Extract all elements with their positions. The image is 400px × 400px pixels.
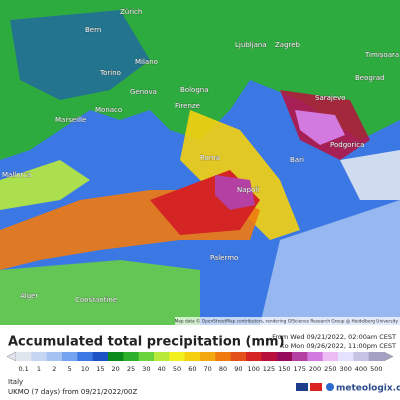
legend-title: Accumulated total precipitation (mm) <box>8 335 285 350</box>
city-label: Bari <box>290 156 304 164</box>
attribution: Map data © OpenStreetMap contributors, r… <box>175 318 399 325</box>
colorbar-swatch <box>230 352 247 361</box>
colorbar-label: 10 <box>81 365 89 373</box>
city-label: Bologna <box>180 86 208 94</box>
colorbar-swatch <box>154 352 170 361</box>
city-label: Firenze <box>175 102 200 110</box>
city-label: Marseille <box>55 116 86 124</box>
colorbar-label: 30 <box>142 365 150 373</box>
balkan-peak <box>295 110 345 145</box>
legend: Accumulated total precipitation (mm) Fro… <box>6 333 400 396</box>
colorbar-label: 90 <box>234 365 242 373</box>
west-rain <box>0 160 90 210</box>
city-labels: Zürich Bern Ljubljana Zagreb Beograd Tim… <box>2 8 400 304</box>
colorbar-swatch <box>322 352 339 361</box>
precipitation-map: Zürich Bern Ljubljana Zagreb Beograd Tim… <box>0 0 400 325</box>
ionian-light <box>260 200 400 325</box>
city-label: Zürich <box>120 8 142 16</box>
brand-logo <box>326 383 334 391</box>
colorbar-swatch <box>123 352 139 361</box>
flag-uk[interactable] <box>296 383 308 391</box>
city-label: Sarajevo <box>315 94 346 102</box>
period-from: From Wed 09/21/2022, 02:00am CEST <box>272 333 396 341</box>
colorbar-arrow-left <box>6 351 17 362</box>
city-label: Roma <box>200 154 220 162</box>
colorbar-swatch <box>169 352 185 361</box>
colorbar-swatch <box>261 352 277 361</box>
city-label: Mallorca <box>2 171 31 179</box>
colorbar-swatch <box>46 352 63 361</box>
colorbar-label: 300 <box>339 365 351 373</box>
rain-peak <box>215 175 255 210</box>
period-to: to Mon 09/26/2022, 11:00pm CEST <box>282 342 396 350</box>
colorbar-label: 2 <box>52 365 56 373</box>
colorbar-swatch <box>138 352 155 361</box>
colorbar-swatch <box>292 352 308 361</box>
model: UKMO (7 days) from 09/21/2022/00Z <box>8 388 138 396</box>
brand: meteologix.com <box>336 384 400 394</box>
colorbar-swatch <box>307 352 323 361</box>
colorbar-label: 20 <box>112 365 120 373</box>
africa-rain <box>0 260 200 325</box>
city-label: Constantine <box>75 296 117 304</box>
colorbar-label: 500 <box>370 365 382 373</box>
colorbar-label: 250 <box>324 365 336 373</box>
city-label: Timișoara <box>364 51 399 59</box>
colorbar-swatch <box>77 352 93 361</box>
colorbar-swatch <box>108 352 124 361</box>
colorbar-arrow-right <box>383 351 394 362</box>
colorbar-label: 5 <box>68 365 72 373</box>
city-label: Ljubljana <box>235 41 267 49</box>
colorbar-label: 100 <box>247 365 259 373</box>
colorbar-swatch <box>215 352 231 361</box>
colorbar-swatch <box>92 352 109 361</box>
colorbar-label: 125 <box>263 365 275 373</box>
colorbar-label: 1 <box>37 365 41 373</box>
colorbar-label: 40 <box>158 365 166 373</box>
colorbar-swatch <box>200 352 216 361</box>
city-label: Beograd <box>355 74 384 82</box>
colorbar-label: 50 <box>173 365 181 373</box>
colorbar-label: 200 <box>309 365 321 373</box>
city-label: Podgorica <box>330 141 364 149</box>
colorbar-swatch <box>16 352 32 361</box>
colorbar-swatch <box>276 352 293 361</box>
alps-shade <box>10 10 150 100</box>
flag-de[interactable] <box>310 383 322 391</box>
city-label: Napoli <box>237 186 259 194</box>
colorbar: 0.1 1 2 5 10 15 20 25 30 40 50 60 70 80 90 100 125 150 175… <box>6 351 394 373</box>
colorbar-label: 80 <box>219 365 227 373</box>
colorbar-label: 15 <box>96 365 104 373</box>
colorbar-swatch <box>31 352 47 361</box>
city-label: Milano <box>135 58 158 66</box>
colorbar-swatch <box>353 352 369 361</box>
attribution-bg <box>175 317 400 325</box>
city-label: Monaco <box>95 106 122 114</box>
city-label: Torino <box>99 69 121 77</box>
colorbar-label: 60 <box>188 365 196 373</box>
colorbar-label: 150 <box>278 365 290 373</box>
colorbar-swatch <box>184 352 201 361</box>
region: Italy <box>8 378 23 386</box>
colorbar-swatch <box>368 352 385 361</box>
colorbar-label: 400 <box>355 365 367 373</box>
italy-land <box>180 110 300 240</box>
city-label: Zagreb <box>275 41 301 49</box>
city-label: Bern <box>85 26 101 34</box>
city-label: Palermo <box>210 254 238 262</box>
city-label: Genova <box>130 88 157 96</box>
city-label: Alger <box>20 292 38 300</box>
greece-dry <box>340 150 400 200</box>
colorbar-label: 70 <box>204 365 212 373</box>
colorbar-swatch <box>246 352 262 361</box>
colorbar-label: 175 <box>293 365 305 373</box>
colorbar-label: 25 <box>127 365 135 373</box>
colorbar-swatch <box>62 352 78 361</box>
colorbar-label: 0.1 <box>18 365 28 373</box>
colorbar-swatch <box>338 352 354 361</box>
